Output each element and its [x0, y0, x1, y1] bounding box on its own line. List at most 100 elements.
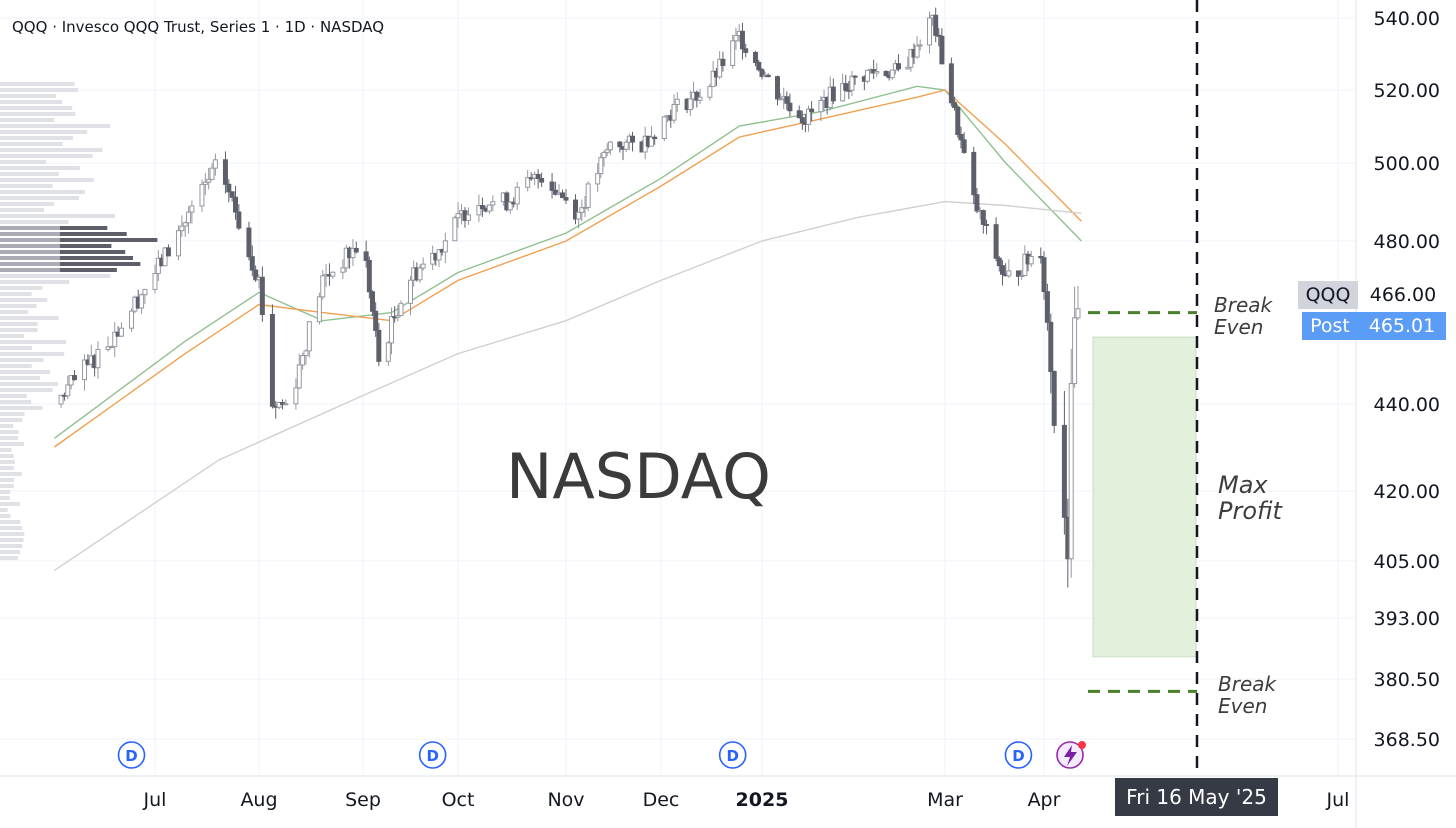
x-tick-label: 2025	[736, 789, 789, 811]
candle-body	[674, 98, 680, 105]
candle-body	[179, 225, 185, 232]
candle-body	[82, 359, 88, 381]
volume-profile-bar	[0, 298, 48, 302]
candle-body	[607, 141, 613, 151]
volume-profile-bar	[0, 304, 37, 308]
volume-profile-bar	[0, 106, 73, 110]
y-tick-label: 420.00	[1374, 481, 1440, 503]
volume-profile-bar	[0, 322, 38, 326]
candle-body	[553, 189, 559, 195]
y-tick-label: 440.00	[1374, 394, 1440, 416]
candle-body	[303, 350, 309, 357]
candle-body	[743, 48, 749, 53]
x-tick-label: Dec	[643, 789, 680, 811]
candle-body	[535, 173, 541, 180]
volume-profile-bar	[0, 172, 59, 176]
candle-body	[490, 201, 496, 206]
volume-profile-bar	[0, 478, 15, 482]
candle-body	[579, 207, 585, 213]
candle-body	[465, 214, 471, 221]
candle-body	[108, 346, 114, 349]
dividend-marker	[1004, 741, 1033, 769]
volume-profile-bar	[0, 136, 73, 140]
candle-body	[756, 61, 762, 71]
volume-profile-bar	[0, 100, 63, 104]
y-tick-label: 368.50	[1374, 729, 1440, 751]
candle-body	[830, 86, 836, 102]
break-even-lower-line1: Break	[1218, 672, 1277, 696]
dividend-marker-label: D	[426, 747, 438, 765]
volume-profile-bar	[0, 94, 56, 98]
candle-body	[259, 276, 265, 316]
candle-body	[182, 222, 188, 227]
candle-body	[623, 141, 629, 150]
candle-body	[417, 267, 423, 281]
candle-body	[68, 375, 74, 386]
candle-body	[476, 205, 482, 216]
candle-body	[852, 75, 858, 78]
candle-body	[694, 91, 700, 101]
volume-profile-bar	[0, 526, 23, 530]
volume-profile-bar-dark	[60, 232, 127, 236]
volume-profile-bar	[0, 178, 94, 182]
candle-body	[436, 249, 442, 261]
candle-body	[707, 86, 713, 98]
volume-profile-bar	[0, 202, 55, 206]
max-profit-line2: Profit	[1218, 497, 1282, 526]
volume-profile-bar	[0, 460, 15, 464]
candle-body	[778, 98, 784, 101]
candle-body	[222, 159, 228, 185]
volume-profile-bar	[0, 274, 111, 278]
candle-body	[974, 194, 980, 212]
candle-body	[1041, 257, 1047, 293]
candle-body	[864, 69, 870, 82]
candle-body	[984, 223, 990, 226]
volume-profile-bar	[0, 328, 38, 332]
candle-body	[186, 211, 192, 224]
candle-body	[926, 17, 932, 46]
y-tick-label: 393.00	[1374, 608, 1440, 630]
volume-profile-bar	[0, 430, 19, 434]
candle-body	[759, 69, 765, 77]
candle-body	[649, 136, 654, 147]
volume-profile-bar	[0, 556, 18, 560]
candle-body	[253, 269, 259, 281]
volume-profile-bar-dark	[60, 238, 158, 242]
candle-body	[671, 103, 677, 121]
candle-body	[1015, 270, 1021, 277]
volume-profile-bar	[0, 286, 43, 290]
candle-body	[340, 267, 346, 273]
candle-body	[563, 197, 569, 201]
volume-profile-bar	[0, 160, 47, 164]
candle-body	[1051, 370, 1057, 426]
candle-body	[306, 321, 312, 352]
candle-body	[939, 35, 945, 65]
chart-watermark: NASDAQ	[506, 440, 771, 513]
dividend-marker	[418, 741, 447, 769]
y-tick-label: 540.00	[1374, 8, 1440, 30]
max-profit-line1: Max	[1218, 471, 1268, 499]
candle-body	[112, 331, 118, 348]
candle-body	[246, 227, 252, 258]
volume-profile-bar	[0, 370, 51, 374]
candle-body	[560, 192, 566, 199]
volume-profile-bar	[0, 334, 24, 338]
candle-body	[71, 375, 77, 381]
candle-body	[95, 349, 101, 369]
volume-profile-bar	[0, 376, 41, 380]
max-profit-label: Max Profit	[1218, 472, 1282, 525]
volume-profile-bar	[0, 400, 32, 404]
crosshair-date-badge: Fri 16 May '25	[1115, 778, 1278, 816]
candle-body	[353, 247, 359, 253]
volume-profile-bar	[0, 532, 25, 536]
candle-body	[661, 116, 667, 140]
candle-body	[389, 316, 394, 344]
volume-profile-bar-dark	[60, 226, 108, 230]
volume-profile-bar	[0, 208, 45, 212]
candle-body	[479, 205, 485, 210]
volume-profile-bar	[0, 112, 76, 116]
candle-body	[142, 288, 148, 296]
candle-body	[65, 384, 71, 397]
